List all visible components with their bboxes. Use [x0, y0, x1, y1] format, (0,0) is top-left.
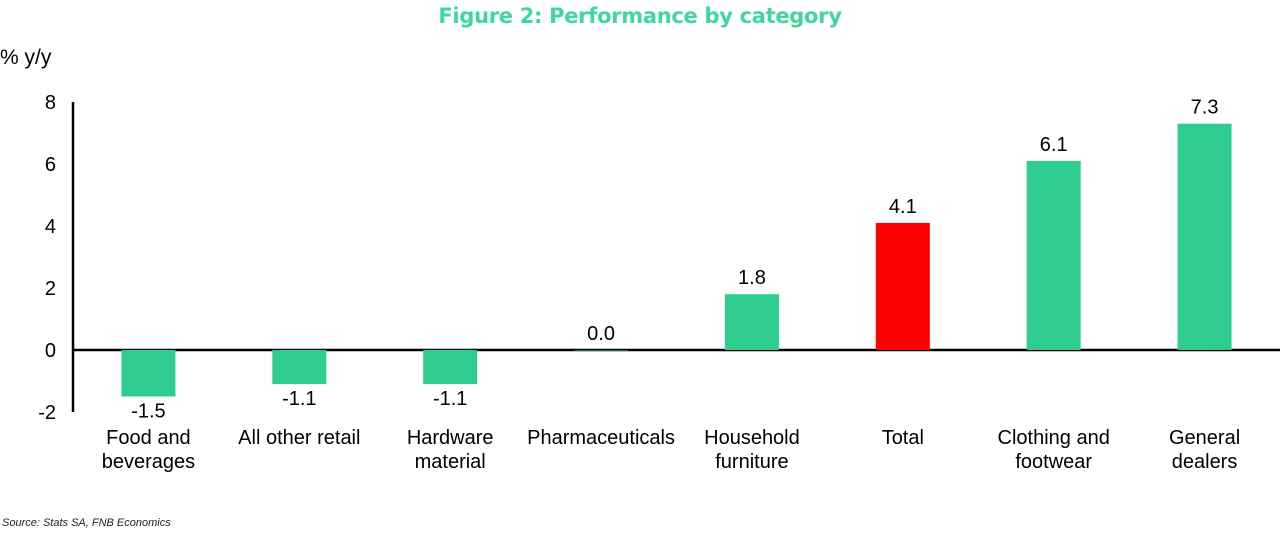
data-label: 6.1 [1040, 134, 1068, 156]
data-label: 7.3 [1191, 97, 1219, 119]
y-tick-label: 6 [45, 154, 56, 176]
bar [724, 294, 779, 350]
category-label: dealers [1172, 451, 1238, 473]
data-label: -1.1 [282, 388, 316, 410]
y-axis-unit-label: % y/y [0, 46, 52, 69]
y-tick-label: 4 [45, 216, 56, 238]
category-label: beverages [102, 451, 195, 473]
data-label: 0.0 [587, 323, 615, 345]
bar [1177, 123, 1232, 350]
bar [272, 350, 327, 385]
category-label: Total [882, 427, 924, 449]
category-label: General [1169, 427, 1240, 449]
category-label: furniture [715, 451, 788, 473]
chart-title: Figure 2: Performance by category [438, 4, 842, 28]
category-label: Pharmaceuticals [527, 427, 675, 449]
data-label: -1.5 [131, 401, 165, 423]
bar [423, 350, 478, 385]
category-label: Clothing and [998, 427, 1110, 449]
y-tick-label: 2 [45, 278, 56, 300]
bar [574, 350, 629, 351]
y-tick-label: 8 [45, 92, 56, 114]
data-label: 4.1 [889, 196, 917, 218]
category-label: footwear [1015, 451, 1092, 473]
bar [1026, 160, 1081, 350]
data-label: 1.8 [738, 267, 766, 289]
y-tick-label: -2 [38, 402, 56, 424]
bar [875, 222, 930, 350]
category-label: Hardware [407, 427, 494, 449]
bar [121, 350, 176, 397]
category-label: Household [704, 427, 800, 449]
category-label: material [415, 451, 486, 473]
data-label: -1.1 [433, 388, 467, 410]
category-label: All other retail [238, 427, 360, 449]
y-tick-label: 0 [45, 340, 56, 362]
source-note: Source: Stats SA, FNB Economics [2, 517, 171, 529]
category-label: Food and [106, 427, 191, 449]
